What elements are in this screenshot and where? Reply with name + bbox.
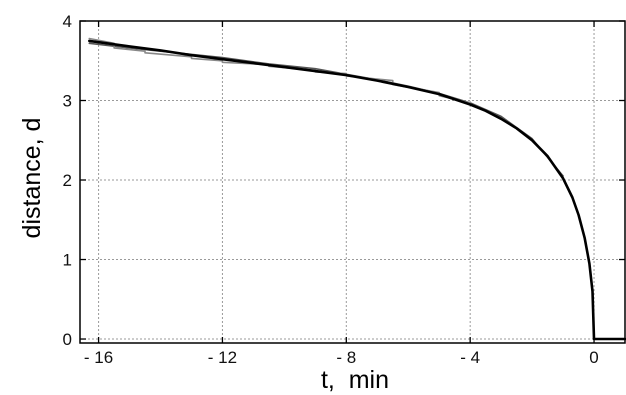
y-tick-label: 1	[63, 251, 72, 270]
x-tick-label: - 8	[336, 348, 356, 367]
y-axis-label: distance, d	[18, 118, 46, 239]
x-tick-label: - 16	[84, 348, 113, 367]
x-tick-label: 0	[589, 348, 598, 367]
y-tick-label: 2	[63, 171, 72, 190]
y-tick-label: 3	[63, 92, 72, 111]
series-line-1	[88, 39, 626, 341]
series-line-3	[88, 42, 564, 177]
grid	[80, 20, 625, 343]
y-tick-label: 4	[63, 12, 72, 31]
series-layer	[88, 37, 626, 341]
x-tick-label: - 12	[208, 348, 237, 367]
ticks: - 16 - 12 - 8 - 4 0 0 1 2 3 4	[63, 12, 625, 367]
y-tick-label: 0	[63, 330, 72, 349]
x-tick-label: - 4	[460, 348, 480, 367]
plot-frame	[79, 20, 626, 344]
x-axis-label: t, min	[321, 366, 389, 394]
